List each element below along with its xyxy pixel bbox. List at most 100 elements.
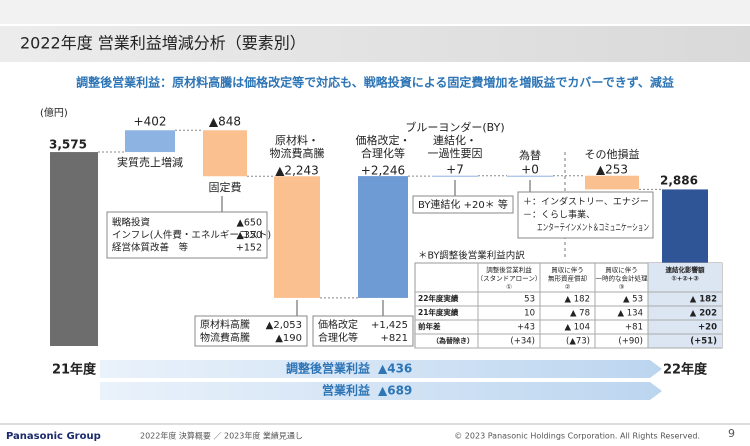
summary-label: 調整後営業利益 <box>286 361 370 376</box>
text-line: 原材料・ <box>275 133 319 147</box>
summary-arrow <box>100 360 662 378</box>
category-label: 22年度 <box>663 362 708 378</box>
text-line: 一時的な会計処理 <box>596 274 649 283</box>
category-label: 固定費 <box>209 180 242 194</box>
value-label: ▲848 <box>209 115 241 129</box>
summary-value: ▲436 <box>378 362 412 376</box>
value-label: 3,575 <box>49 138 87 152</box>
note-value: ▲190 <box>275 333 302 344</box>
bar <box>125 130 175 153</box>
text-line: 合理化等 <box>361 146 405 160</box>
bar <box>432 175 478 177</box>
cell: 10 <box>524 309 535 319</box>
row-label: （為替除き） <box>432 336 474 345</box>
column-header: 買収に伴う一時的な会計処理 ③ <box>596 265 649 291</box>
cell: +81 <box>625 323 643 333</box>
note-box <box>517 191 654 239</box>
text-line: ② <box>565 283 571 291</box>
header-band <box>0 26 750 62</box>
unit-label: (億円) <box>40 106 68 119</box>
text-line: ①+②+③ <box>671 275 699 283</box>
note-label: インフレ(人件費・エネルギーコスト) <box>112 229 271 241</box>
waterfall: 21年度 3,575 実質売上増減 +402 固定費 ▲848 原材料・物流費高騰 ▲2,24… <box>49 115 708 378</box>
category-label: 価格改定・合理化等 <box>356 133 411 160</box>
note-value: ▲650 <box>237 218 262 229</box>
column-header: 買収に伴う無形資産償却 ② <box>548 265 587 291</box>
text-line: （スタンドアローン） <box>477 274 542 283</box>
note-box <box>194 315 308 347</box>
text-line: 連結化・ <box>433 133 477 147</box>
category-label: その他損益 <box>585 147 640 161</box>
value-label: +0 <box>521 163 539 177</box>
note-value: +821 <box>381 333 408 344</box>
column-header: 調整後営業利益（スタンドアローン） ① <box>477 265 542 291</box>
note-value: ▲2,053 <box>266 320 302 331</box>
row-label: 22年度実績 <box>418 293 459 303</box>
note-value: +1,425 <box>371 320 408 331</box>
category-label: ブルーヨンダー(BY)連結化・一過性要因 <box>405 120 504 160</box>
headline: 調整後営業利益：原材料高騰は価格改定等で対応も、戦略投資による固定費増加を増販益… <box>76 75 674 90</box>
table-title: ＊BY調整後営業利益内訳 <box>418 250 525 262</box>
text-line: 価格改定・ <box>356 133 411 147</box>
note-text: ＋：インダストリー、エナジー <box>523 196 649 208</box>
bar <box>274 176 320 298</box>
text-line: 買収に伴う <box>551 265 584 274</box>
bar <box>585 175 639 190</box>
top-strip <box>0 0 750 24</box>
note-label: 物流費高騰 <box>200 331 250 344</box>
value-label: +2,246 <box>361 164 405 178</box>
value-label: ▲253 <box>596 163 628 177</box>
category-label: 為替 <box>519 148 541 162</box>
text-line: 調整後営業利益 <box>486 265 532 274</box>
page-title: 2022年度 営業利益増減分析（要素別） <box>20 34 306 53</box>
summary-label: 営業利益 <box>322 383 370 398</box>
cell: ▲ 104 <box>565 323 590 333</box>
note-text: BY連結化 +20＊ 等 <box>418 198 508 211</box>
value-label: +7 <box>446 163 464 177</box>
column-header: 連結化影響額 ①+②+③ <box>666 265 706 283</box>
summary-arrow <box>100 382 662 400</box>
page-number: 9 <box>728 427 735 440</box>
note-box <box>412 195 514 214</box>
bar <box>50 152 98 346</box>
value-label: 2,886 <box>660 174 698 188</box>
cell: +20 <box>698 323 717 333</box>
brand: Panasonic Group <box>6 431 101 442</box>
text-line: 物流費高騰 <box>270 146 325 160</box>
note-text: －：くらし事業、 <box>523 209 595 221</box>
note-value: +152 <box>236 243 262 254</box>
cell: ▲ 182 <box>690 295 717 305</box>
note-box <box>106 211 268 259</box>
value-label: +402 <box>134 115 167 129</box>
bar <box>358 176 408 298</box>
summary-arrows: 調整後営業利益 ▲436 営業利益 ▲689 <box>100 360 662 400</box>
cell: ▲ 134 <box>618 309 643 319</box>
bar <box>203 130 247 177</box>
text-line: 一過性要因 <box>428 146 483 160</box>
note-label: 経営体質改善 等 <box>112 242 189 254</box>
note-label: 価格改定 <box>318 318 358 331</box>
category-label: 実質売上増減 <box>117 155 183 169</box>
text-line: 無形資産償却 <box>548 274 587 283</box>
note-text: エンターテインメント＆コミュニケーション <box>537 223 649 234</box>
note-label: 戦略投資 <box>112 217 150 229</box>
note-box <box>312 315 414 347</box>
summary-value: ▲689 <box>378 384 412 398</box>
cell: (+90) <box>618 337 643 347</box>
doc-name: 2022年度 決算概要 ／ 2023年度 業績見通し <box>140 431 303 441</box>
copyright: © 2023 Panasonic Holdings Corporation. A… <box>454 432 700 441</box>
text-line: 連結化影響額 <box>666 265 706 274</box>
note-label: 原材料高騰 <box>200 318 250 331</box>
cell: 53 <box>524 295 535 305</box>
bar <box>507 175 553 177</box>
value-label: ▲2,243 <box>275 164 319 178</box>
text-line: ③ <box>619 283 625 291</box>
cell: ▲ 202 <box>690 309 717 319</box>
text-line: 買収に伴う <box>605 265 638 274</box>
cell: ▲ 53 <box>623 295 643 305</box>
row-label: 21年度実績 <box>418 307 459 317</box>
cell: (+51) <box>690 337 717 347</box>
